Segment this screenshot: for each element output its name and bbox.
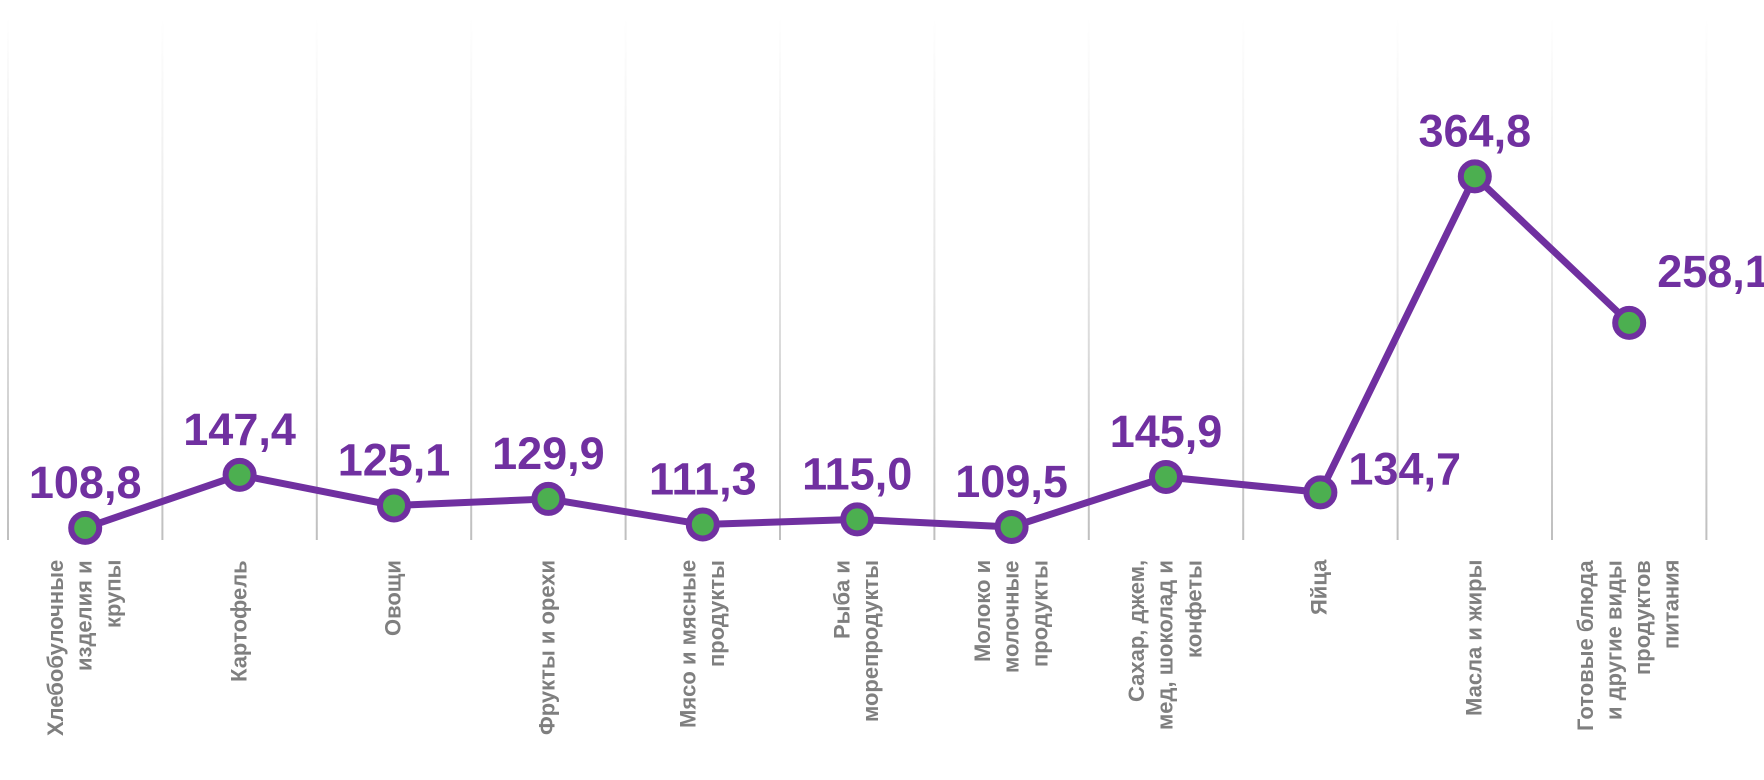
marker xyxy=(68,510,103,545)
marker xyxy=(840,502,875,537)
data-label: 364,8 xyxy=(1418,105,1531,156)
data-label: 145,9 xyxy=(1110,406,1223,457)
marker xyxy=(1612,305,1647,340)
marker xyxy=(1303,475,1338,510)
x-tick-label: Картофель xyxy=(226,560,252,682)
data-label: 147,4 xyxy=(183,404,296,455)
data-label: 134,7 xyxy=(1348,443,1461,494)
data-label: 258,1 xyxy=(1657,246,1764,297)
marker xyxy=(1457,159,1492,194)
data-label: 129,9 xyxy=(492,428,605,479)
marker xyxy=(1149,459,1183,494)
marker xyxy=(222,457,257,492)
marker xyxy=(685,507,720,542)
x-tick-label: Мясо и мясные продукты xyxy=(675,560,729,729)
x-tick-label: Овощи xyxy=(380,560,406,636)
data-label: 108,8 xyxy=(29,457,142,508)
marker xyxy=(994,509,1029,544)
x-tick-label: Молоко и молочные продукты xyxy=(969,560,1052,673)
data-label: 109,5 xyxy=(955,456,1068,507)
data-label: 125,1 xyxy=(338,435,451,486)
x-tick-label: Фрукты и орехи xyxy=(535,560,561,736)
x-tick-label: Сахар, джем, мед, шоколад и конфеты xyxy=(1124,560,1207,730)
data-label: 111,3 xyxy=(649,453,757,504)
x-tick-label: Яйца xyxy=(1307,560,1333,616)
data-label: 115,0 xyxy=(802,448,912,499)
marker xyxy=(531,481,566,516)
x-tick-label: Масла и жиры xyxy=(1461,560,1487,717)
x-tick-label: Рыба и морепродукты xyxy=(829,560,884,723)
marker xyxy=(377,488,411,523)
x-tick-label: Хлебобулочные изделия и крупы xyxy=(43,560,126,737)
x-tick-label: Готовые блюда и другие виды продуктов пи… xyxy=(1573,560,1684,731)
